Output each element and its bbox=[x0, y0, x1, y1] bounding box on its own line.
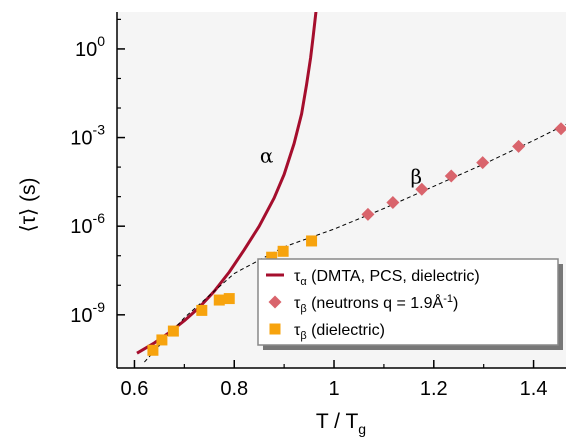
y-tick-exponent: -3 bbox=[93, 122, 106, 138]
tau-beta-neutron-point bbox=[386, 196, 400, 210]
x-axis-title-main: T / T bbox=[316, 410, 359, 433]
legend-description: (DMTA, PCS, dielectric) bbox=[307, 268, 480, 285]
y-tick-exponent: -6 bbox=[93, 210, 106, 226]
tau-beta-neutron-point bbox=[512, 139, 526, 153]
x-tick-label: 0.6 bbox=[121, 378, 149, 400]
tau-beta-neutron-point bbox=[415, 182, 429, 196]
data-layer bbox=[136, 12, 566, 363]
tau-beta-neutron-point bbox=[476, 156, 490, 170]
y-tick-label: 100 bbox=[75, 33, 105, 61]
tau-beta-dielectric-point bbox=[266, 251, 278, 263]
y-tick-label: 10-9 bbox=[70, 299, 105, 327]
legend-label: τα (DMTA, PCS, dielectric) bbox=[294, 268, 480, 288]
legend-symbol: τ bbox=[294, 322, 301, 339]
y-tick-exponent: -9 bbox=[93, 299, 106, 315]
curve-annotation: β bbox=[411, 164, 423, 188]
tau-beta-dielectric-point bbox=[277, 245, 289, 257]
legend-swatch-marker bbox=[269, 323, 281, 335]
tau-beta-dielectric-point bbox=[213, 294, 225, 306]
y-tick-mantissa: 10 bbox=[70, 128, 92, 150]
legend-label: τβ (dielectric) bbox=[294, 322, 385, 342]
x-axis-title: T / Tg bbox=[316, 410, 366, 437]
legend-label: τβ (neutrons q = 1.9Å-1) bbox=[294, 293, 458, 315]
y-axis-title: ⟨τ⟩ (s) bbox=[17, 177, 40, 232]
y-tick-mantissa: 10 bbox=[70, 216, 92, 238]
tau-beta-dielectric-point bbox=[156, 334, 168, 346]
legend-swatch-marker bbox=[268, 295, 282, 309]
legend-subscript: β bbox=[300, 330, 306, 342]
y-tick-mantissa: 10 bbox=[75, 39, 97, 61]
beta-fit-dashed-line bbox=[144, 123, 566, 363]
legend-superscript: -1 bbox=[443, 293, 453, 305]
tau-beta-neutron-point bbox=[361, 207, 375, 221]
x-tick-label: 0.8 bbox=[220, 378, 248, 400]
legend-subscript: α bbox=[300, 276, 307, 288]
x-tick-label: 1.4 bbox=[520, 378, 548, 400]
tau-beta-neutron-point bbox=[554, 122, 566, 136]
x-tick-label: 1 bbox=[328, 378, 339, 400]
tau-beta-dielectric-point bbox=[223, 293, 235, 305]
tau-beta-dielectric-point bbox=[167, 325, 179, 337]
legend-symbol: τ bbox=[294, 268, 301, 285]
tau-beta-neutron-point bbox=[444, 169, 458, 183]
y-tick-exponent: 0 bbox=[97, 33, 105, 49]
curve-annotation: α bbox=[260, 144, 274, 168]
legend-symbol: τ bbox=[294, 295, 301, 312]
y-tick-label: 10-3 bbox=[70, 122, 105, 150]
tau-beta-dielectric-point bbox=[196, 304, 208, 316]
tau-alpha-line bbox=[136, 12, 318, 355]
x-tick-label: 1.2 bbox=[420, 378, 448, 400]
y-tick-label: 10-6 bbox=[70, 210, 105, 238]
annotation-layer: αβ bbox=[260, 144, 422, 189]
legend: τα (DMTA, PCS, dielectric)τβ (neutrons q… bbox=[257, 258, 563, 350]
x-axis-title-subscript: g bbox=[358, 421, 366, 437]
tau-beta-dielectric-point bbox=[306, 235, 318, 247]
legend-description: (neutrons q = 1.9Å bbox=[307, 293, 444, 312]
tau-beta-dielectric-point bbox=[147, 344, 159, 356]
y-tick-mantissa: 10 bbox=[70, 305, 92, 327]
legend-subscript: β bbox=[300, 303, 306, 315]
legend-box bbox=[257, 258, 559, 346]
legend-description-end: ) bbox=[453, 295, 458, 312]
legend-description: (dielectric) bbox=[307, 322, 385, 339]
legend-items: τα (DMTA, PCS, dielectric)τβ (neutrons q… bbox=[266, 268, 480, 342]
